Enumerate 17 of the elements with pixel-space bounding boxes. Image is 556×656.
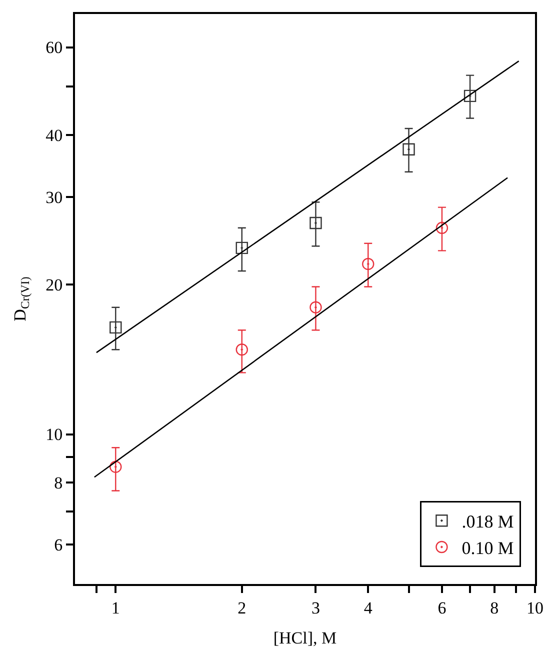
x-tick-label: 4 [364, 598, 373, 618]
x-tick-label: 3 [311, 598, 320, 618]
y-tick-label: 20 [46, 276, 63, 295]
x-tick-label: 6 [438, 598, 446, 618]
legend-label: .018 M [462, 512, 514, 532]
x-tick-label: 2 [238, 598, 246, 618]
y-tick-label: 30 [46, 188, 63, 207]
y-tick-label: 10 [46, 425, 63, 444]
x-tick-label: 8 [490, 598, 499, 618]
y-tick-label: 8 [54, 473, 63, 492]
x-axis-title: [HCl], M [273, 628, 337, 648]
y-tick-label: 6 [54, 536, 63, 555]
y-tick-label: 40 [46, 126, 63, 145]
x-tick-label: 10 [526, 598, 544, 618]
x-tick-label: 1 [111, 598, 120, 618]
y-tick-label: 60 [46, 38, 63, 58]
legend-label: 0.10 M [462, 538, 514, 558]
